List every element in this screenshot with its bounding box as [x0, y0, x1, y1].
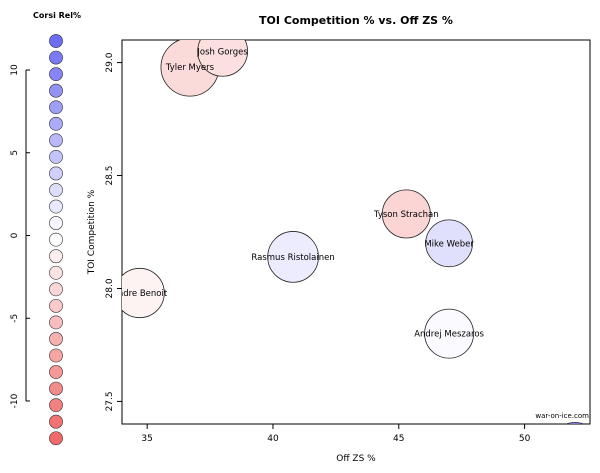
credit-label: war-on-ice.com — [535, 412, 589, 420]
legend-color-circle — [49, 166, 63, 181]
legend-color-circle — [49, 298, 63, 313]
point-mike-weber — [425, 219, 473, 268]
point-rasmus-ristolainen — [267, 231, 319, 283]
point-nikita-zadorov — [565, 422, 585, 424]
x-tick-label: 50 — [519, 434, 531, 444]
legend-color-circle — [49, 365, 63, 379]
legend-color-circle — [49, 100, 63, 115]
point-label: Mike Weber — [424, 239, 474, 249]
x-axis-ticks: 35 40 45 50 — [141, 424, 531, 444]
plot-frame — [121, 39, 591, 425]
point-label: Tyler Myers — [165, 63, 215, 73]
legend-color-circle — [49, 282, 63, 297]
legend-color-circle — [49, 265, 63, 280]
legend-color-circle — [49, 133, 63, 148]
legend-color-circle — [49, 67, 63, 82]
point-label: Josh Gorges — [196, 47, 248, 57]
legend-tick-label: 5 — [10, 150, 20, 156]
point-label: Andre Benoit — [112, 289, 168, 299]
legend-color-circle — [49, 414, 63, 429]
x-tick-label: 45 — [393, 434, 404, 444]
legend-color-circle — [49, 381, 63, 396]
point-labels: Josh Gorges Tyler Myers Tyson Strachan Mike… — [112, 47, 600, 453]
y-tick-label: 28.5 — [105, 166, 115, 186]
legend-tick-label: 0 — [10, 232, 20, 238]
point-tyson-strachan — [381, 189, 431, 239]
legend-color-circle — [49, 50, 63, 65]
legend-color-circle — [49, 232, 63, 247]
legend-color-circle — [49, 315, 63, 330]
x-tick-label: 35 — [141, 434, 152, 444]
legend-color-circle — [49, 34, 63, 48]
legend-color-circle — [49, 431, 63, 446]
y-tick-label: 27.5 — [105, 391, 115, 411]
legend-color-circle — [49, 249, 63, 264]
point-andrej-meszaros — [424, 308, 474, 359]
legend-tick-label: -5 — [10, 314, 20, 323]
point-label: Nikita Zadorov — [544, 443, 600, 453]
legend-color-circle — [49, 199, 63, 214]
y-tick-label: 28.0 — [105, 278, 115, 298]
legend-color-circle — [49, 332, 63, 346]
legend-color-circle — [49, 398, 63, 413]
x-tick-label: 40 — [267, 434, 279, 444]
chart-title: TOI Competition % vs. Off ZS % — [259, 14, 453, 27]
legend-circles — [49, 34, 63, 446]
point-label: Rasmus Ristolainen — [251, 253, 334, 263]
legend-title: Corsi Rel% — [33, 11, 81, 20]
plot-area: Josh Gorges Tyler Myers Tyson Strachan Mike… — [105, 39, 600, 453]
legend-tick-label: 10 — [10, 64, 20, 76]
point-andre-benoit — [122, 267, 165, 319]
y-axis-ticks: 27.5 28.0 28.5 29.0 — [105, 52, 122, 411]
point-josh-gorges — [197, 40, 248, 77]
legend-tick-label: -10 — [10, 393, 20, 408]
data-points — [122, 40, 585, 424]
legend-ticks: 10 5 0 -5 -10 — [10, 64, 30, 408]
legend-color-circle — [49, 348, 63, 363]
point-label: Andrej Meszaros — [414, 330, 484, 340]
point-label: Tyson Strachan — [373, 210, 439, 220]
y-tick-label: 29.0 — [105, 52, 115, 72]
legend-color-circle — [49, 149, 63, 164]
legend-color-circle — [49, 216, 63, 230]
y-axis-label: TOI Competition % — [87, 189, 97, 275]
legend-color-circle — [49, 183, 63, 197]
x-axis-label: Off ZS % — [336, 454, 376, 464]
legend-color-circle — [49, 116, 63, 131]
legend-color-circle — [49, 83, 63, 98]
legend: Corsi Rel% 10 5 0 -5 -10 — [10, 11, 81, 446]
